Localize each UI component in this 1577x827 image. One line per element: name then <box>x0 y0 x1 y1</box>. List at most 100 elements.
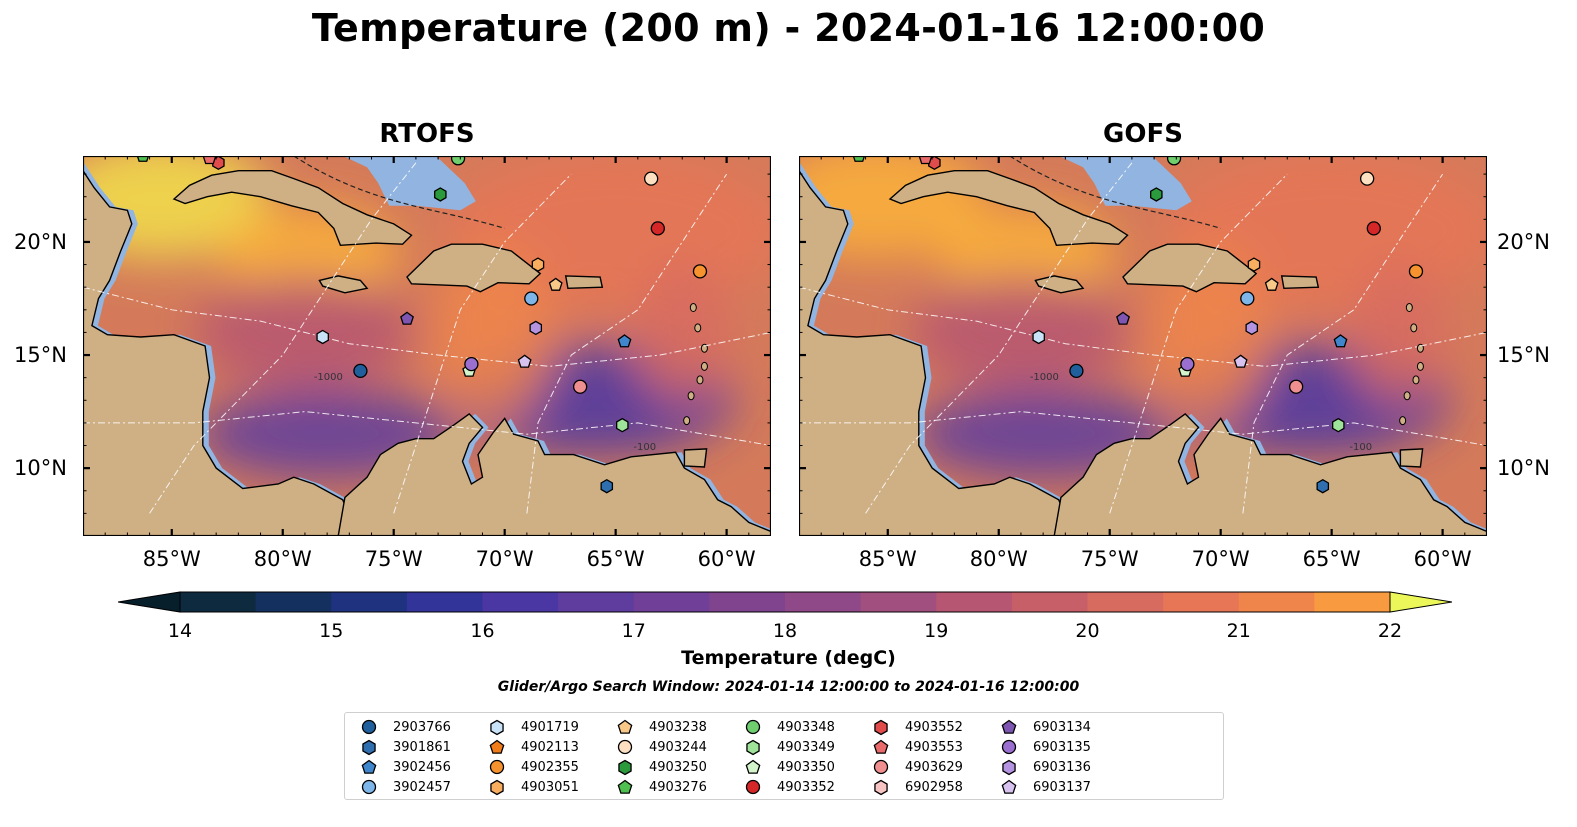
platform-marker-3901861[interactable] <box>1316 478 1330 494</box>
legend-item-6903135: 6903135 <box>999 737 1091 757</box>
platform-marker-4903276[interactable] <box>852 156 866 162</box>
colorbar-tick-label: 19 <box>924 620 949 642</box>
map-panel-gofs[interactable]: -1000 -100 <box>799 156 1487 536</box>
lon-tick-label-left: 60°W <box>697 547 756 571</box>
hexagon-marker-icon <box>490 779 504 796</box>
platform-marker-2903766[interactable] <box>353 363 368 379</box>
hexagon-marker-icon <box>746 739 760 756</box>
legend-label: 6903137 <box>1033 779 1091 795</box>
colorbar-bin <box>558 592 635 612</box>
legend-label: 4903349 <box>777 739 835 755</box>
eez-boundary-line <box>799 286 1487 367</box>
platform-marker-3901861[interactable] <box>600 478 614 494</box>
platform-marker-6903136[interactable] <box>529 320 543 336</box>
platform-marker-6903134[interactable] <box>1116 311 1130 325</box>
platform-marker-3902456[interactable] <box>1333 334 1348 348</box>
legend-label: 3901861 <box>393 739 451 755</box>
platform-marker-4903238[interactable] <box>548 277 563 291</box>
platform-marker-6903137[interactable] <box>1233 354 1248 368</box>
colorbar-tick-label: 18 <box>772 620 798 642</box>
platform-marker-4903051[interactable] <box>531 257 545 272</box>
legend-label: 4903276 <box>649 779 707 795</box>
platform-marker-4903352[interactable] <box>650 221 665 236</box>
map-gofs: -1000 -100 <box>799 156 1487 536</box>
platform-marker-4903276[interactable] <box>136 156 150 162</box>
colorbar-tick-label: 21 <box>1226 620 1251 642</box>
map-rtofs: -1000 -100 <box>83 156 771 536</box>
platform-marker-4903349[interactable] <box>616 417 629 433</box>
lon-tick-label-right: 85°W <box>858 547 917 571</box>
platform-marker-6903134[interactable] <box>400 311 414 325</box>
legend-item-4903352: 4903352 <box>743 777 835 797</box>
platform-marker-4903348[interactable] <box>450 156 466 166</box>
platform-marker-4901719[interactable] <box>1032 329 1045 345</box>
colorbar-tick-label: 17 <box>621 620 646 642</box>
platform-marker-3902456[interactable] <box>617 334 632 348</box>
contour-label-1000: -1000 <box>314 372 343 383</box>
hexagon-marker-icon <box>618 759 632 776</box>
platform-marker-4902355[interactable] <box>1408 264 1424 279</box>
legend-item-4903348: 4903348 <box>743 717 835 737</box>
platform-marker-4903352[interactable] <box>1366 221 1381 236</box>
platform-marker-3902457[interactable] <box>1240 291 1255 306</box>
platform-marker-4903349[interactable] <box>1332 417 1345 433</box>
legend-label: 4903552 <box>905 719 963 735</box>
legend-item-4902355: 4902355 <box>487 757 579 777</box>
legend-item-4903051: 4903051 <box>487 777 579 797</box>
platform-marker-6903136[interactable] <box>1245 320 1259 336</box>
hexagon-marker-icon <box>1002 759 1016 776</box>
platform-marker-6903135[interactable] <box>464 356 479 372</box>
yucatan-central-america-land <box>799 169 1089 536</box>
colorbar-bin <box>1238 592 1315 612</box>
platform-marker-4903238[interactable] <box>1264 277 1279 291</box>
trinidad-land <box>683 448 708 468</box>
legend-label: 4903051 <box>521 779 579 795</box>
platform-marker-4903629[interactable] <box>572 379 588 394</box>
colorbar-bin <box>860 592 937 612</box>
platform-marker-4903629[interactable] <box>1288 379 1304 394</box>
platform-marker-4903244[interactable] <box>1360 171 1375 186</box>
legend-item-6903137: 6903137 <box>999 777 1091 797</box>
legend-item-4903276: 4903276 <box>615 777 707 797</box>
lon-tick-label-left: 70°W <box>475 547 534 571</box>
lesser-antilles-island <box>1416 343 1424 353</box>
lesser-antilles-island <box>683 416 691 426</box>
platform-marker-2903766[interactable] <box>1069 363 1084 379</box>
eez-boundary-line <box>526 173 728 514</box>
platform-legend: 2903766 3901861 3902456 3902457 4901719 49021… <box>344 712 1224 800</box>
jamaica-land <box>1034 275 1085 294</box>
trinidad-land <box>1399 448 1424 468</box>
colorbar-under-extension <box>117 591 181 613</box>
platform-marker-6903137[interactable] <box>517 354 532 368</box>
bathymetry-contour-100 <box>1009 156 1221 229</box>
circle-marker-icon <box>617 739 633 755</box>
lon-tick-label-right: 75°W <box>1080 547 1139 571</box>
platform-marker-3902457[interactable] <box>524 291 539 306</box>
eez-boundary-line <box>1109 173 1288 514</box>
cuba-land <box>172 170 413 247</box>
platform-marker-4903051[interactable] <box>1247 257 1261 272</box>
eez-boundary-line <box>799 411 1487 447</box>
pentagon-marker-icon <box>361 759 377 774</box>
platform-marker-4903250[interactable] <box>1150 187 1163 202</box>
legend-label: 3902457 <box>393 779 451 795</box>
platform-marker-4902355[interactable] <box>692 264 708 279</box>
platform-marker-4903553[interactable] <box>918 156 933 165</box>
platform-marker-4903244[interactable] <box>644 171 659 186</box>
platform-marker-4903348[interactable] <box>1166 156 1182 166</box>
colorbar-bin <box>331 592 408 612</box>
platform-marker-4903250[interactable] <box>434 187 447 202</box>
platform-marker-6903135[interactable] <box>1180 356 1195 372</box>
map-panel-rtofs[interactable]: -1000 -100 <box>83 156 771 536</box>
legend-item-6903134: 6903134 <box>999 717 1091 737</box>
legend-item-4902113: 4902113 <box>487 737 579 757</box>
colorbar-tick-label: 14 <box>167 620 193 642</box>
platform-marker-4901719[interactable] <box>316 329 329 345</box>
colorbar-bin <box>1087 592 1164 612</box>
legend-label: 4902355 <box>521 759 579 775</box>
colorbar-over-extension <box>1389 591 1453 613</box>
platform-marker-4903553[interactable] <box>202 156 217 165</box>
lon-tick-label-right: 65°W <box>1302 547 1361 571</box>
colorbar-svg <box>117 591 1453 613</box>
legend-item-6902958: 6902958 <box>871 777 963 797</box>
